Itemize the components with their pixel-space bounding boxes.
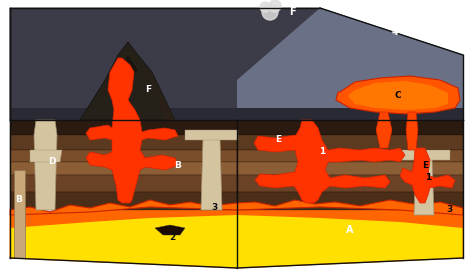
- Polygon shape: [10, 135, 237, 150]
- Polygon shape: [10, 175, 237, 192]
- Text: 1: 1: [319, 147, 325, 156]
- Polygon shape: [237, 108, 463, 120]
- Polygon shape: [118, 55, 138, 78]
- Text: 4: 4: [392, 27, 398, 37]
- Polygon shape: [10, 192, 237, 210]
- Text: C: C: [395, 91, 401, 99]
- Polygon shape: [398, 150, 450, 160]
- Polygon shape: [14, 170, 25, 258]
- Polygon shape: [237, 175, 463, 192]
- Circle shape: [262, 4, 278, 20]
- Polygon shape: [237, 8, 463, 120]
- Circle shape: [269, 0, 281, 12]
- Polygon shape: [400, 148, 455, 203]
- Polygon shape: [376, 112, 392, 148]
- Polygon shape: [155, 225, 185, 235]
- Text: 3: 3: [447, 206, 453, 215]
- Polygon shape: [10, 200, 463, 215]
- Polygon shape: [10, 162, 237, 175]
- Polygon shape: [201, 138, 222, 210]
- Circle shape: [260, 2, 270, 12]
- Polygon shape: [10, 120, 237, 135]
- Text: 1: 1: [425, 174, 431, 182]
- Text: F: F: [289, 7, 295, 17]
- Polygon shape: [414, 158, 434, 215]
- Polygon shape: [34, 120, 57, 210]
- Polygon shape: [237, 120, 463, 135]
- Text: B: B: [174, 161, 182, 170]
- Text: A: A: [346, 225, 354, 235]
- Polygon shape: [10, 203, 463, 228]
- Text: B: B: [16, 195, 22, 204]
- Polygon shape: [237, 150, 463, 162]
- Text: 2: 2: [169, 233, 175, 242]
- Text: F: F: [145, 85, 151, 94]
- Polygon shape: [336, 76, 460, 114]
- Text: D: D: [48, 158, 56, 167]
- Polygon shape: [10, 108, 237, 120]
- Text: 3: 3: [212, 203, 218, 212]
- Text: E: E: [422, 161, 428, 170]
- Polygon shape: [237, 162, 463, 175]
- Polygon shape: [80, 42, 175, 120]
- Polygon shape: [30, 150, 62, 162]
- Polygon shape: [254, 120, 405, 203]
- Polygon shape: [237, 192, 463, 210]
- Polygon shape: [10, 8, 463, 120]
- Text: E: E: [275, 135, 281, 144]
- Polygon shape: [348, 81, 448, 110]
- Polygon shape: [406, 112, 418, 150]
- Polygon shape: [10, 210, 463, 268]
- Polygon shape: [86, 58, 178, 203]
- Polygon shape: [10, 150, 237, 162]
- Polygon shape: [185, 130, 238, 140]
- Polygon shape: [237, 135, 463, 150]
- Polygon shape: [138, 60, 175, 120]
